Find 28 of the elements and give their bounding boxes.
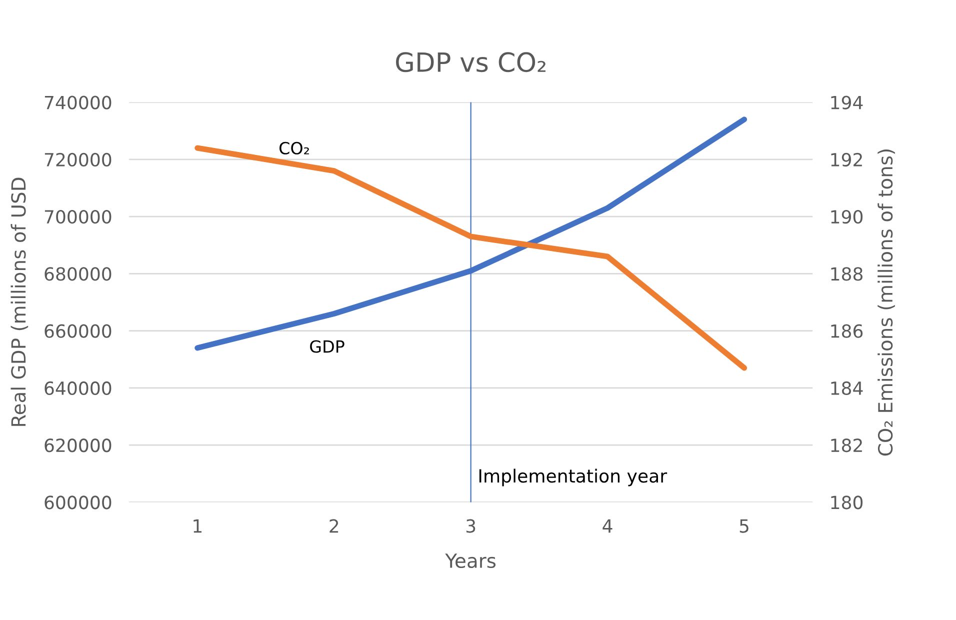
y2-tick-label: 194 <box>831 96 863 110</box>
y-tick-label: 680000 <box>44 267 112 281</box>
y2-tick-label: 190 <box>831 210 863 224</box>
y-tick-label: 720000 <box>44 152 112 167</box>
y-tick-label: 700000 <box>44 210 112 224</box>
series-label: GDP <box>310 340 344 353</box>
series-label: CO₂ <box>280 142 309 154</box>
x-tick-label: 3 <box>466 519 476 533</box>
y-axis-title: Real GDP (millions of USD <box>10 178 28 426</box>
y2-tick-label: 182 <box>831 438 862 452</box>
ref-line-label: Implementation year <box>479 468 668 486</box>
y-tick-label: 620000 <box>44 438 112 452</box>
x-tick-label: 4 <box>602 519 612 533</box>
y2-tick-label: 192 <box>831 152 862 167</box>
x-tick-label: 5 <box>740 519 748 533</box>
y2-tick-label: 180 <box>831 496 863 510</box>
y2-axis-title: CO₂ Emissions (millions of tons) <box>878 150 895 456</box>
x-tick-label: 2 <box>330 519 338 533</box>
chart-title: GDP vs CO₂ <box>396 52 546 72</box>
y-tick-label: 600000 <box>44 496 112 510</box>
x-axis-title: Years <box>445 554 496 568</box>
y2-tick-label: 188 <box>831 267 862 281</box>
y-tick-label: 640000 <box>44 381 112 396</box>
y2-tick-label: 184 <box>831 381 863 396</box>
y-tick-label: 740000 <box>44 96 112 110</box>
x-tick-label: 1 <box>194 519 202 533</box>
y-tick-label: 660000 <box>44 324 112 338</box>
y2-tick-label: 186 <box>831 324 863 338</box>
